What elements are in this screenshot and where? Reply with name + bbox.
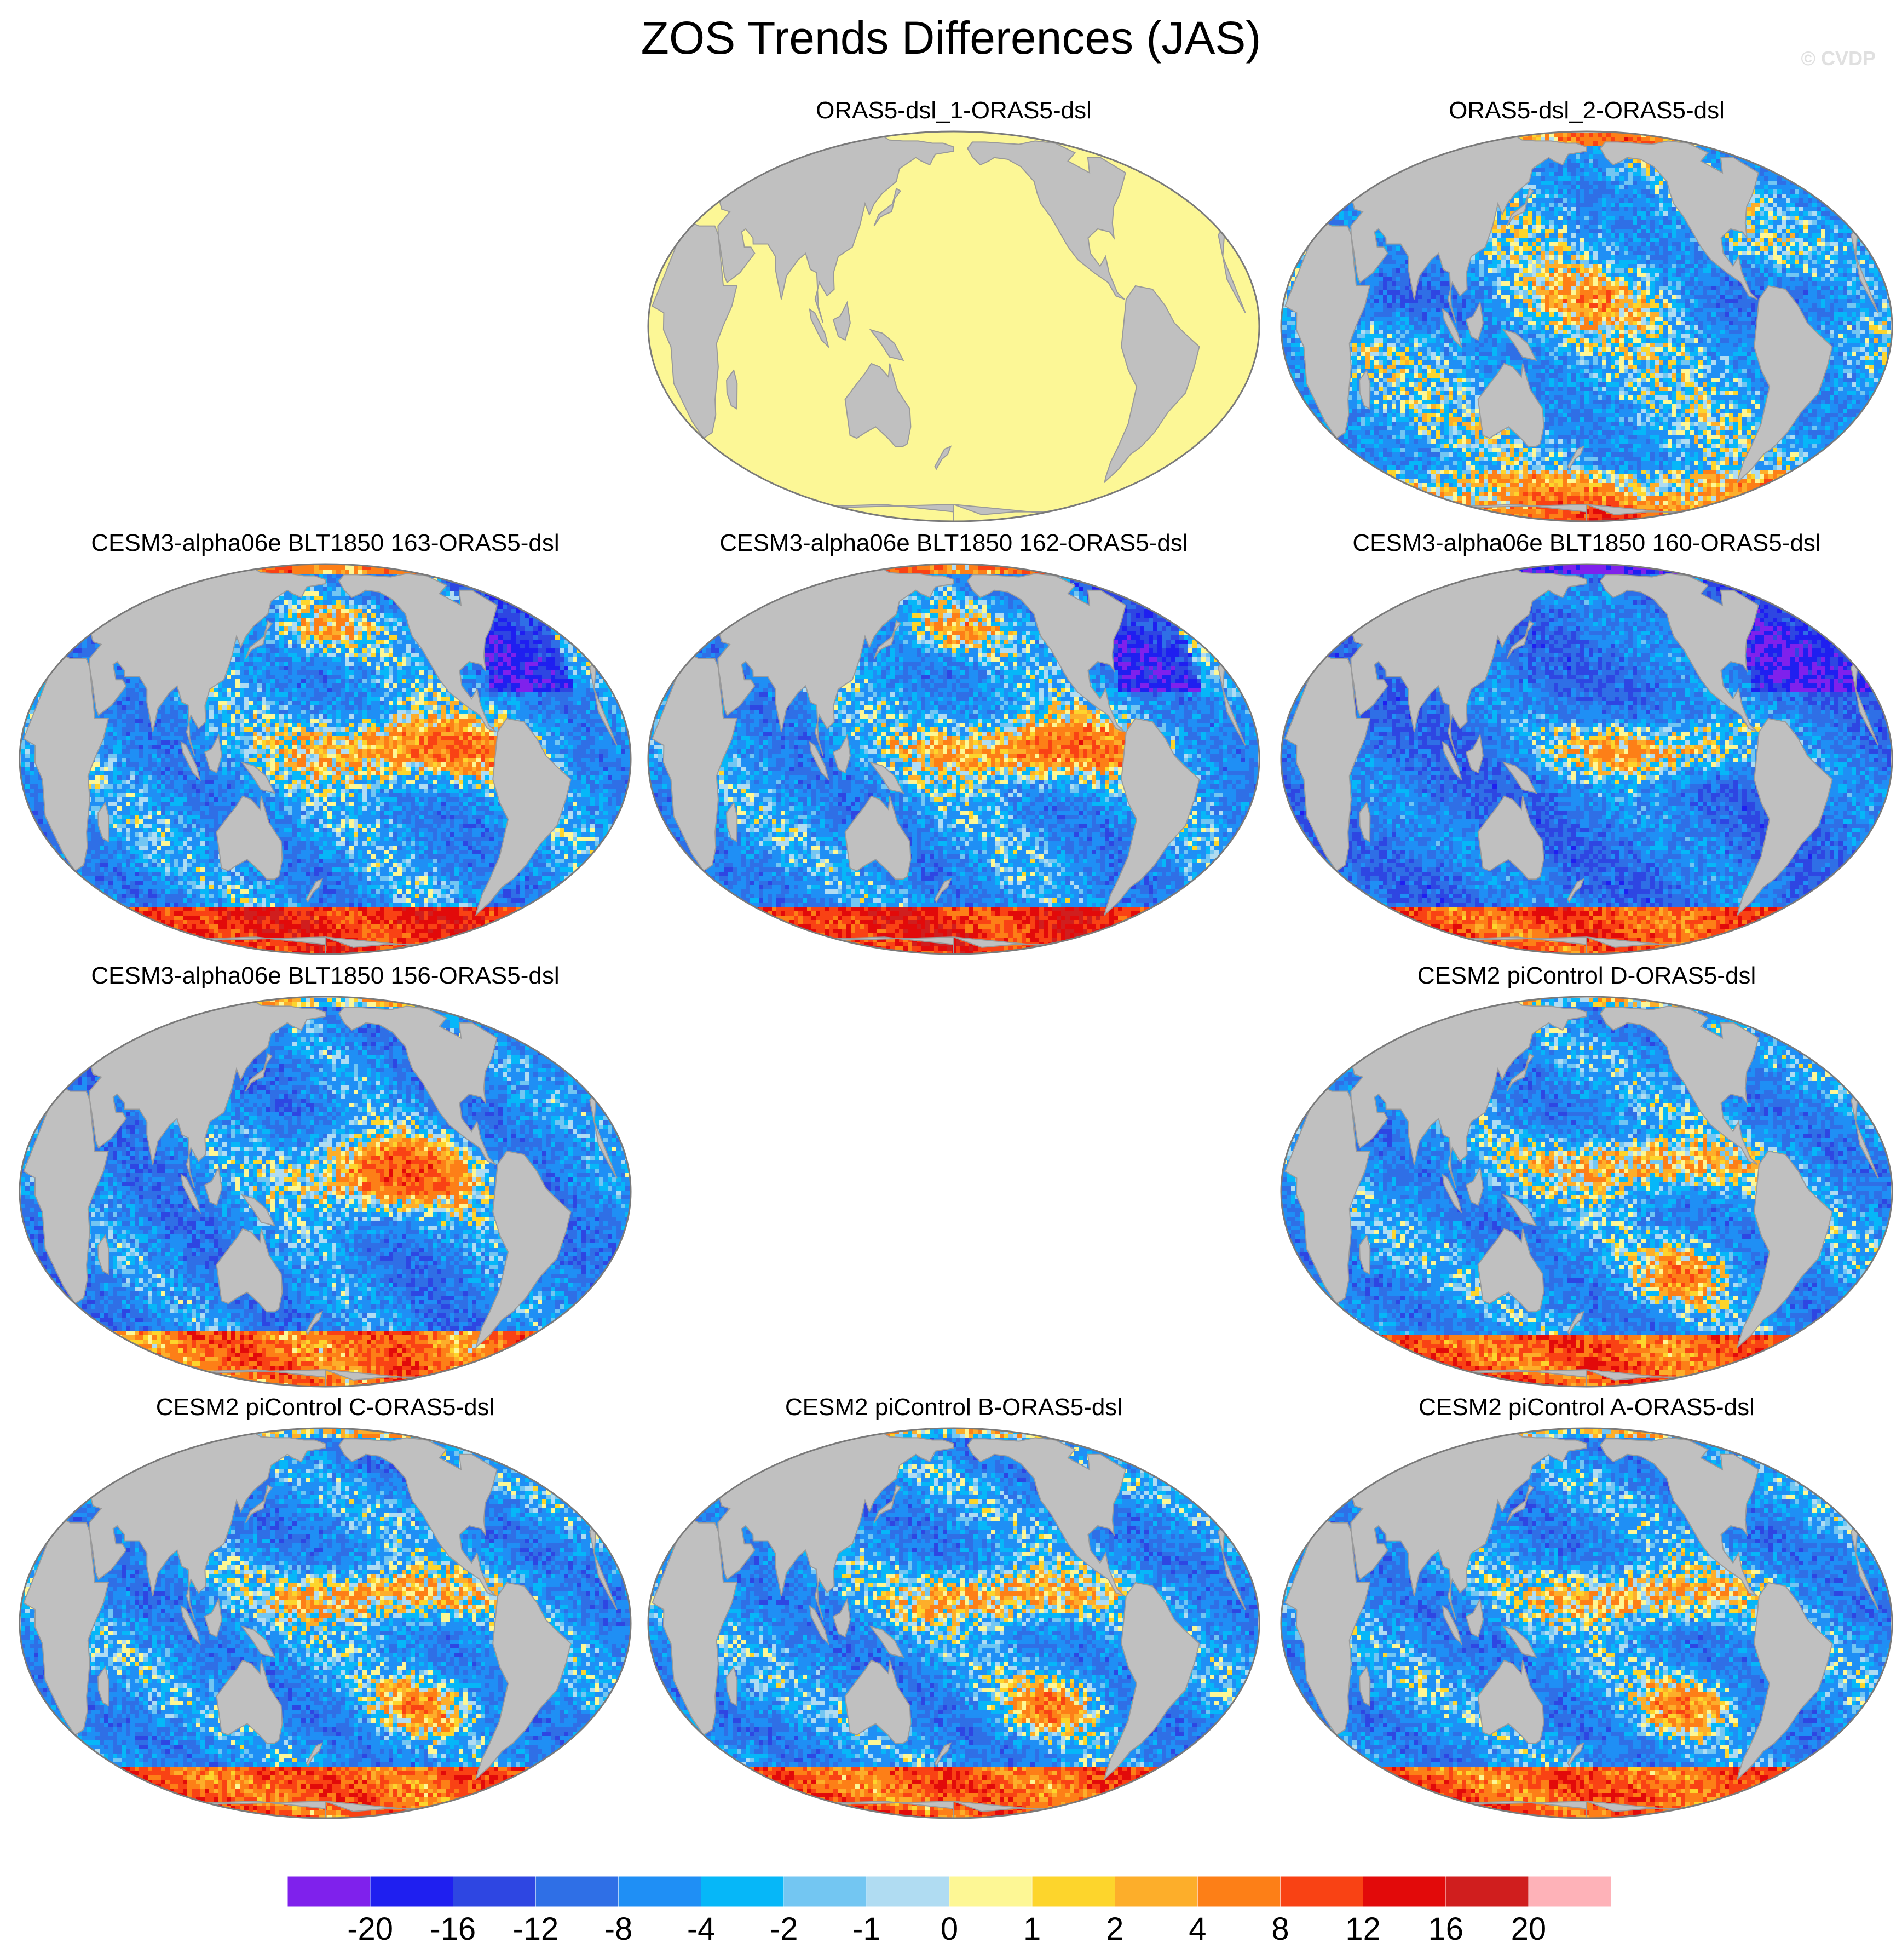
colorbar-box [784, 1876, 867, 1907]
colorbar-box [370, 1876, 453, 1907]
colorbar-tick-label: 16 [1428, 1911, 1463, 1947]
globe-map-icon [1278, 1425, 1895, 1821]
colorbar-tick-label: -20 [347, 1911, 393, 1947]
globe-map-icon [645, 1425, 1263, 1821]
colorbar-tick-label: 8 [1271, 1911, 1289, 1947]
map-panel: CESM2 piControl B-ORAS5-dsl [639, 1391, 1268, 1824]
colorbar: -20 -16 -12 -8 -4 -2 -1 0 1 2 4 8 12 16 20 [287, 1875, 1611, 1952]
globe-map-icon [16, 993, 634, 1390]
map-panel: CESM3-alpha06e BLT1850 156-ORAS5-dsl [11, 959, 639, 1392]
colorbar-box [1115, 1876, 1197, 1907]
map-panel: CESM3-alpha06e BLT1850 162-ORAS5-dsl [639, 527, 1268, 959]
colorbar-tick-label: -1 [852, 1911, 881, 1947]
colorbar-box [1529, 1876, 1611, 1907]
colorbar-box [453, 1876, 535, 1907]
colorbar-tick-label: 12 [1345, 1911, 1381, 1947]
colorbar-box [949, 1876, 1032, 1907]
map-panel: ORAS5-dsl_2-ORAS5-dsl [1272, 94, 1901, 527]
colorbar-box [287, 1876, 370, 1907]
colorbar-box [1446, 1876, 1529, 1907]
globe-map-icon [1278, 561, 1895, 957]
colorbar-tick-label: 1 [1023, 1911, 1041, 1947]
colorbar-box [1197, 1876, 1280, 1907]
colorbar-box [1032, 1876, 1115, 1907]
panel-title: CESM2 piControl B-ORAS5-dsl [639, 1391, 1268, 1424]
globe-map-icon [1278, 128, 1895, 525]
panel-title: CESM3-alpha06e BLT1850 162-ORAS5-dsl [639, 527, 1268, 560]
colorbar-box [1281, 1876, 1363, 1907]
panel-title: ORAS5-dsl_1-ORAS5-dsl [639, 94, 1268, 127]
colorbar-tick-label: -16 [430, 1911, 476, 1947]
globe-map-icon [645, 128, 1263, 525]
colorbar-tick-label: 20 [1511, 1911, 1547, 1947]
panel-title: CESM3-alpha06e BLT1850 163-ORAS5-dsl [11, 527, 639, 560]
colorbar-boxes [287, 1875, 1611, 1909]
panel-title: ORAS5-dsl_2-ORAS5-dsl [1272, 94, 1901, 127]
cvdp-credit: © CVDP [1801, 47, 1876, 70]
colorbar-box [535, 1876, 618, 1907]
panel-title: CESM3-alpha06e BLT1850 160-ORAS5-dsl [1272, 527, 1901, 560]
map-panel: CESM2 piControl A-ORAS5-dsl [1272, 1391, 1901, 1824]
panel-title: CESM2 piControl D-ORAS5-dsl [1272, 959, 1901, 992]
panel-title: CESM3-alpha06e BLT1850 156-ORAS5-dsl [11, 959, 639, 992]
colorbar-box [701, 1876, 784, 1907]
colorbar-tick-label: 4 [1189, 1911, 1206, 1947]
map-panel: ORAS5-dsl_1-ORAS5-dsl [639, 94, 1268, 527]
globe-map-icon [1278, 993, 1895, 1390]
map-panel: CESM2 piControl C-ORAS5-dsl [11, 1391, 639, 1824]
figure-title: ZOS Trends Differences (JAS) [0, 8, 1902, 68]
colorbar-tick-label: -2 [770, 1911, 798, 1947]
colorbar-box [867, 1876, 949, 1907]
panel-title: CESM2 piControl A-ORAS5-dsl [1272, 1391, 1901, 1424]
globe-map-icon [16, 1425, 634, 1821]
globe-map-icon [16, 561, 634, 957]
map-panel: CESM2 piControl D-ORAS5-dsl [1272, 959, 1901, 1392]
colorbar-box [619, 1876, 701, 1907]
map-panel: CESM3-alpha06e BLT1850 163-ORAS5-dsl [11, 527, 639, 959]
colorbar-box [1363, 1876, 1446, 1907]
colorbar-tick-label: 2 [1106, 1911, 1123, 1947]
colorbar-tick-label: -12 [512, 1911, 558, 1947]
globe-map-icon [645, 561, 1263, 957]
colorbar-tick-label: 0 [941, 1911, 958, 1947]
colorbar-tick-label: -4 [687, 1911, 716, 1947]
panel-title: CESM2 piControl C-ORAS5-dsl [11, 1391, 639, 1424]
map-panel: CESM3-alpha06e BLT1850 160-ORAS5-dsl [1272, 527, 1901, 959]
colorbar-tick-label: -8 [604, 1911, 633, 1947]
